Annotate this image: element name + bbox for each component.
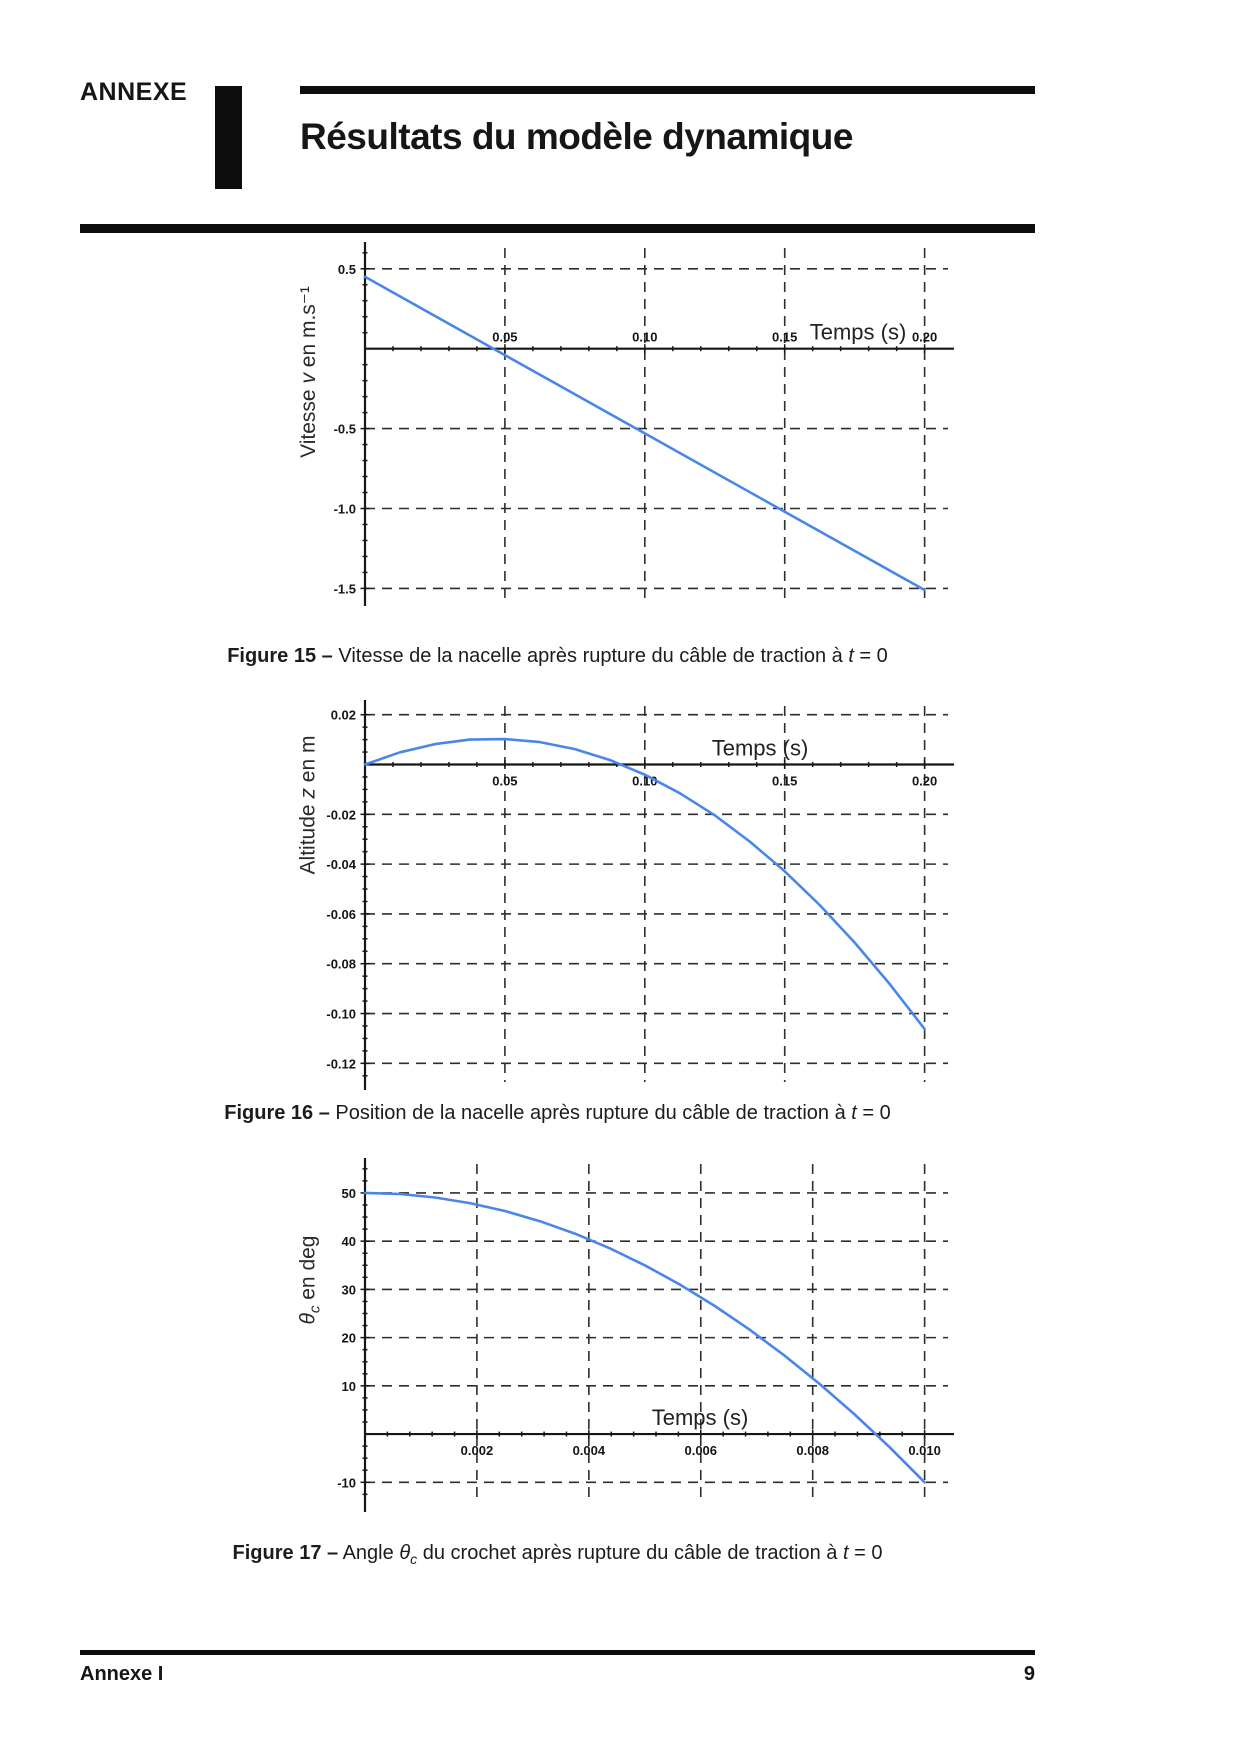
y-label-sub: c: [306, 1305, 324, 1314]
x-tick-label: 0.20: [912, 330, 937, 345]
annexe-label: ANNEXE: [80, 78, 188, 106]
caption-math-rest: = 0: [848, 1542, 883, 1564]
y-tick-label: 30: [342, 1282, 356, 1297]
caption-text: du crochet après rupture du câble de tra…: [417, 1542, 843, 1564]
footer-page-number: 9: [1023, 1663, 1035, 1685]
x-axis-label: Temps (s): [712, 736, 809, 761]
chart-curve: [363, 737, 926, 1031]
figure-15-y-axis-label: Vitesse v en m.s⁻¹: [296, 286, 324, 458]
caption-math-var: t: [848, 645, 854, 667]
x-tick-label: 0.05: [492, 774, 517, 789]
caption-symbol-sub: c: [410, 1551, 418, 1567]
y-tick-label: 40: [342, 1234, 356, 1249]
caption-symbol: θ: [399, 1542, 411, 1564]
y-tick-label: -0.02: [326, 807, 356, 822]
y-tick-label: -0.08: [326, 957, 356, 972]
figure-15: 0.05 0.10 0.15 0.20 0.5 -0.5 -1.0 -1.5 Temps (s)…: [280, 232, 970, 632]
y-tick-label: 20: [342, 1331, 356, 1346]
figure-15-chart: 0.05 0.10 0.15 0.20 0.5 -0.5 -1.0 -1.5 Temps (s): [334, 242, 954, 606]
x-tick-label: 0.004: [573, 1443, 606, 1458]
figure-17: 0.002 0.004 0.006 0.008 0.010 50 40 30 20 10 -10 Te…: [280, 1148, 970, 1520]
figure-17-chart: 0.002 0.004 0.006 0.008 0.010 50 40 30 20 10 -10 Te…: [337, 1158, 954, 1512]
x-tick-label: 0.15: [772, 330, 797, 345]
y-label-pre: Vitesse: [296, 383, 320, 458]
caption-math-var: t: [851, 1102, 857, 1124]
y-label-post: en m.s⁻¹: [296, 286, 320, 374]
y-label-var: z: [296, 788, 320, 799]
y-label-post: en m: [296, 735, 320, 789]
caption-text: Vitesse de la nacelle après rupture du c…: [332, 645, 849, 667]
x-tick-label: 0.002: [461, 1443, 494, 1458]
chart-curve: [363, 1191, 926, 1484]
figure-16: 0.05 0.10 0.15 0.20 0.02 -0.02 -0.04 -0.06 -0.08…: [280, 690, 970, 1094]
caption-math-rest: = 0: [856, 1102, 891, 1124]
x-tick-label: 0.008: [796, 1443, 829, 1458]
figure-16-y-axis-label: Altitude z en m: [296, 736, 323, 875]
figure-17-caption-label: Figure 17 –: [232, 1542, 339, 1564]
figure-17-caption: Figure 17 – Angle θc du crochet après ru…: [80, 1542, 1035, 1567]
x-axis-label: Temps (s): [652, 1405, 749, 1430]
y-label-post: en deg: [296, 1235, 320, 1306]
footer-annexe-label: Annexe I: [80, 1663, 164, 1685]
x-tick-label: 0.05: [492, 330, 517, 345]
y-label-var: v: [296, 373, 320, 384]
y-tick-label: 10: [342, 1379, 356, 1394]
footer-rule: [80, 1650, 1035, 1655]
figure-17-y-axis-label: θc en deg: [296, 1236, 323, 1325]
y-label-var: θ: [296, 1313, 320, 1325]
figure-16-chart: 0.05 0.10 0.15 0.200.02-0.02-0.04-0.06-0.08…: [326, 700, 954, 1090]
page-title: Résultats du modèle dynamique: [300, 116, 853, 157]
header-rule-full: [80, 224, 1035, 233]
y-tick-label: 0.02: [331, 708, 356, 723]
x-axis-label: Temps (s): [810, 320, 907, 345]
x-tick-label: 0.20: [912, 774, 937, 789]
figure-15-caption-label: Figure 15 –: [227, 645, 333, 667]
y-tick-label: -1.0: [334, 502, 356, 517]
y-tick-label: -0.04: [326, 857, 356, 872]
caption-math-var: t: [842, 1542, 849, 1564]
x-tick-label: 0.10: [632, 330, 657, 345]
y-tick-label: -0.06: [326, 907, 356, 922]
figure-16-caption-label: Figure 16 –: [224, 1102, 330, 1124]
y-tick-label: -1.5: [334, 581, 356, 596]
caption-text: Angle: [338, 1542, 400, 1564]
x-tick-label: 0.010: [908, 1443, 941, 1458]
annexe-number-bar: [215, 86, 242, 189]
x-tick-label: 0.006: [684, 1443, 717, 1458]
y-tick-label: -0.5: [334, 422, 356, 437]
caption-text: Position de la nacelle après rupture du …: [329, 1102, 852, 1124]
figure-16-caption: Figure 16 – Position de la nacelle après…: [80, 1102, 1035, 1127]
caption-math-rest: = 0: [853, 645, 888, 667]
y-tick-label: -0.12: [326, 1056, 356, 1071]
y-tick-label: -10: [337, 1475, 356, 1490]
y-label-pre: Altitude: [296, 798, 320, 875]
x-tick-label: 0.15: [772, 774, 797, 789]
chart-curve: [363, 275, 926, 592]
y-tick-label: -0.10: [326, 1007, 356, 1022]
y-tick-label: 50: [342, 1186, 356, 1201]
y-tick-label: 0.5: [338, 262, 356, 277]
figure-15-caption: Figure 15 – Vitesse de la nacelle après …: [80, 645, 1035, 670]
header-rule-top: [300, 86, 1035, 94]
